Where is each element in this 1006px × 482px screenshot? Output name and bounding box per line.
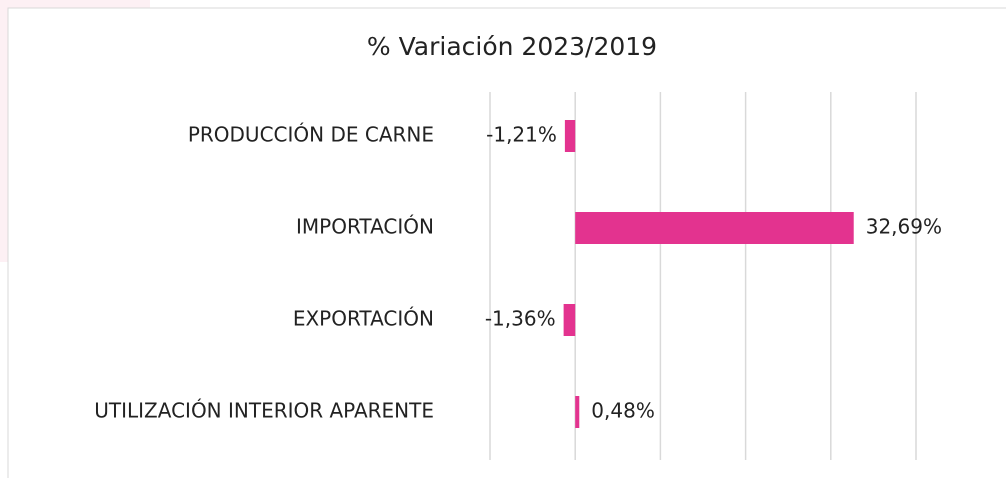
category-label: EXPORTACIÓN: [293, 307, 434, 331]
category-label: PRODUCCIÓN DE CARNE: [188, 123, 434, 147]
data-label: -1,36%: [485, 307, 556, 331]
bar: [564, 120, 576, 152]
data-label: 32,69%: [866, 215, 942, 239]
chart-title: % Variación 2023/2019: [367, 32, 657, 61]
chart-frame: [7, 7, 1006, 482]
category-label: UTILIZACIÓN INTERIOR APARENTE: [94, 399, 434, 423]
bar: [575, 212, 854, 244]
data-label: 0,48%: [591, 399, 655, 423]
category-label: IMPORTACIÓN: [296, 215, 434, 239]
bar: [575, 396, 580, 428]
bar: [563, 304, 576, 336]
data-label: -1,21%: [486, 123, 557, 147]
